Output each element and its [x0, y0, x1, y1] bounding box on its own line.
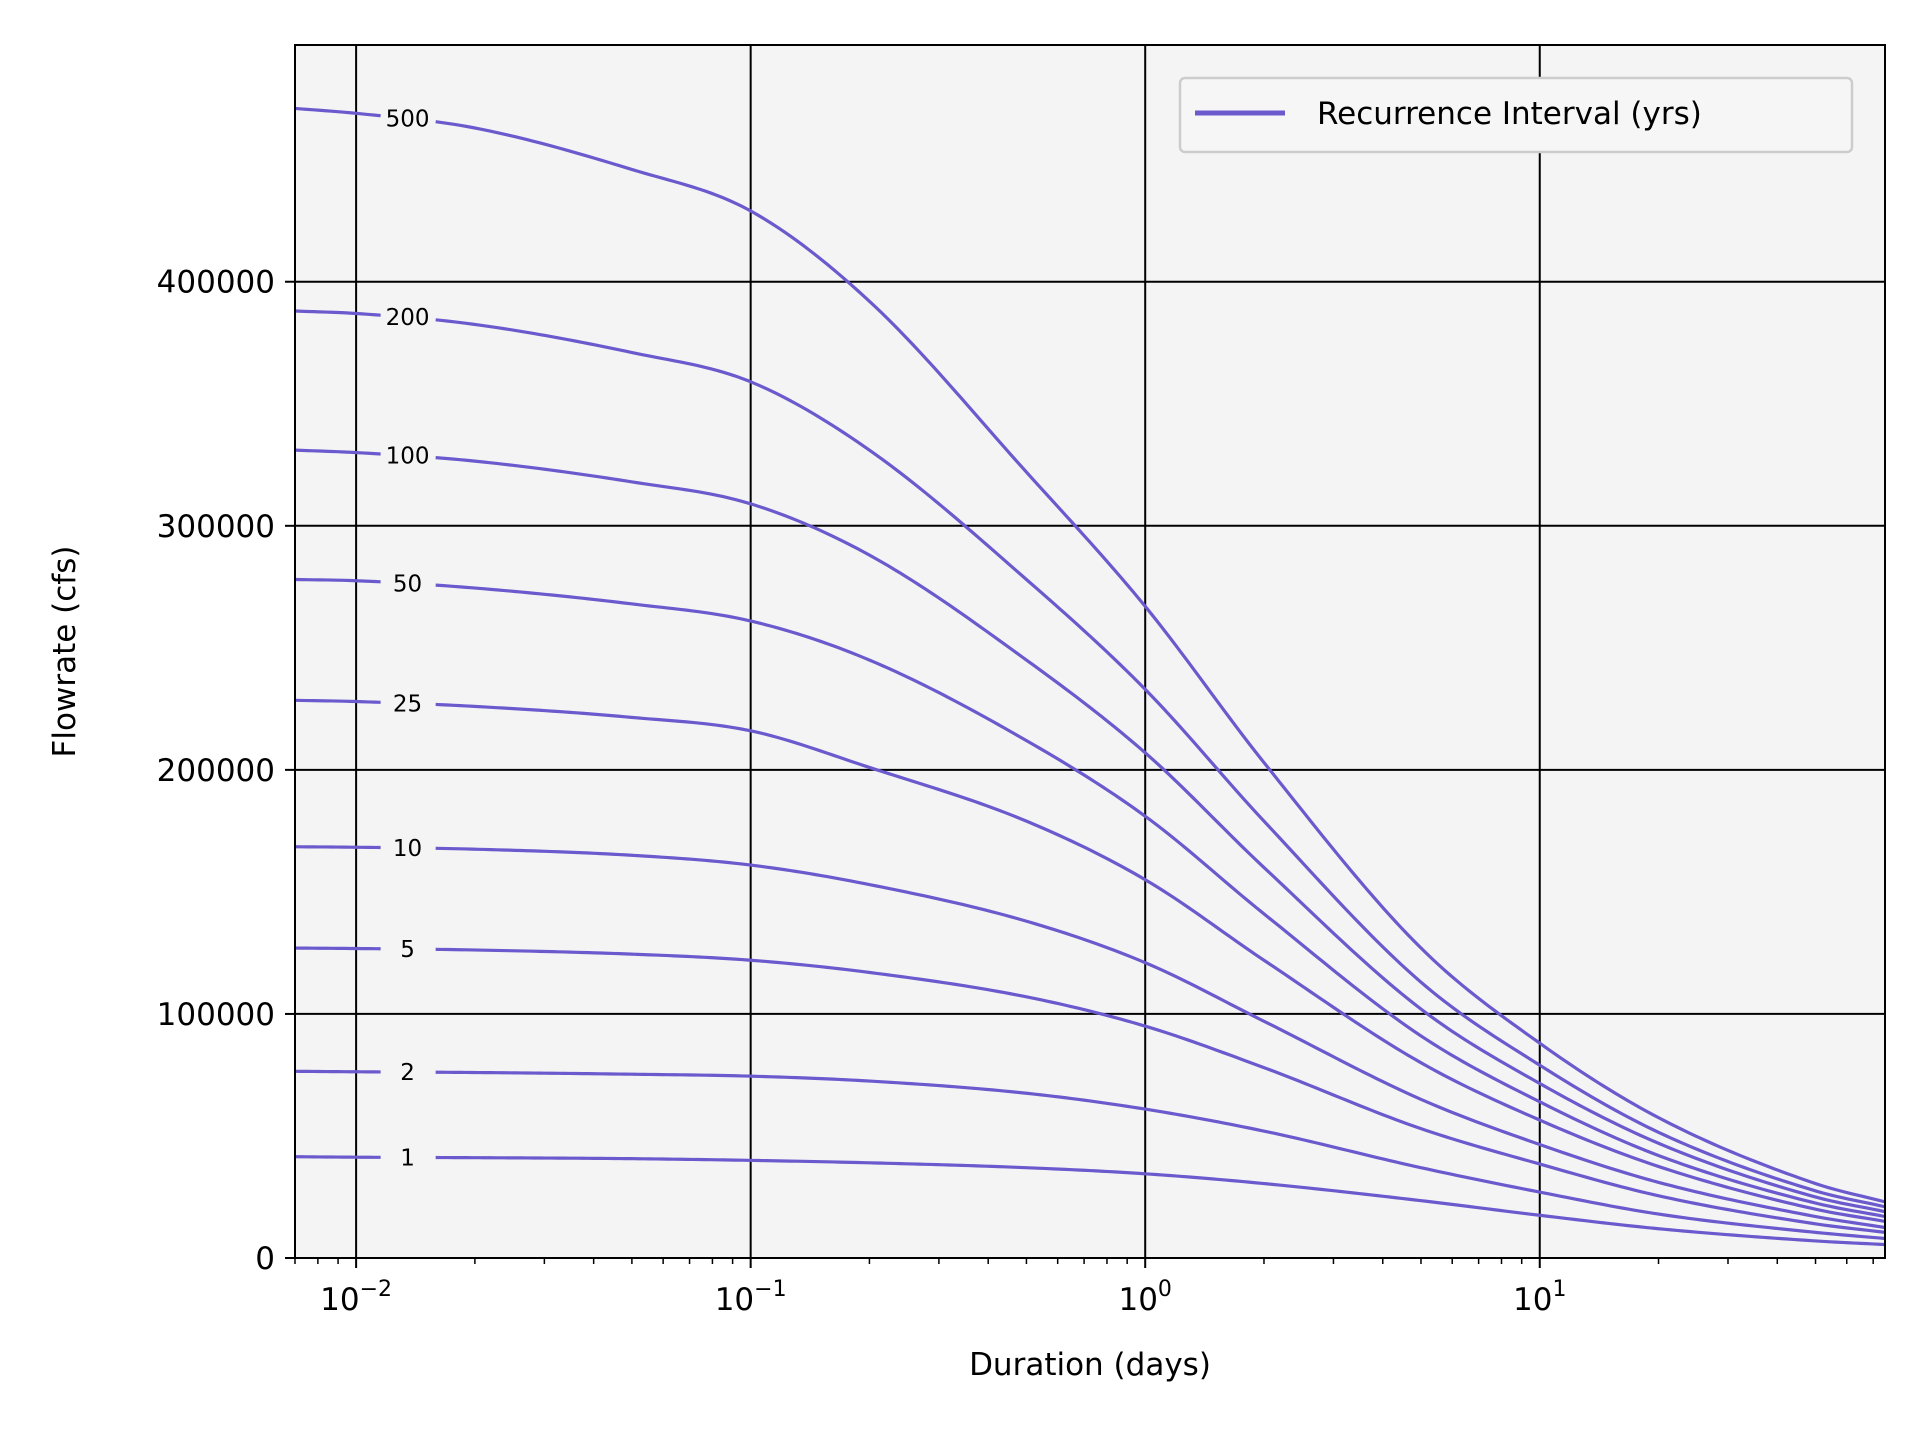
series-line-5: [294, 946, 381, 951]
series-label-1: 1: [400, 1145, 415, 1171]
plot-frame: [294, 44, 1886, 1259]
series-line-500: [435, 120, 1886, 1204]
grid-lines: [295, 45, 1885, 1258]
series-line-10: [435, 846, 1886, 1230]
series-line-100: [294, 448, 381, 456]
series-line-10: [294, 845, 381, 850]
x-tick-label-exponent: 1: [1552, 1277, 1566, 1302]
plot-area: [295, 45, 1885, 1258]
x-tick-label: 10−2: [320, 1277, 392, 1318]
series-line-500: [294, 106, 381, 118]
x-axis-ticks: 10−2 10−1 100 101: [294, 1258, 1874, 1318]
series-label-200: 200: [386, 305, 430, 331]
series-line-2: [435, 1070, 1886, 1241]
series-label-100: 100: [386, 444, 430, 470]
series-lines: [294, 106, 1886, 1247]
y-tick-label: 0: [255, 1241, 275, 1277]
series-line-50: [294, 577, 381, 584]
series-line-200: [435, 318, 1886, 1209]
series-line-100: [435, 456, 1886, 1214]
series-line-200: [294, 309, 381, 317]
x-axis-label: Duration (days): [969, 1347, 1211, 1383]
y-tick-label: 400000: [157, 265, 275, 301]
legend: Recurrence Interval (yrs): [1178, 76, 1854, 154]
series-label-25: 25: [393, 691, 422, 717]
x-tick-label-exponent: −2: [360, 1277, 392, 1302]
x-tick-label-exponent: 0: [1158, 1277, 1172, 1302]
series-label-5: 5: [400, 937, 415, 963]
series-line-25: [294, 698, 381, 704]
series-label-50: 50: [393, 571, 422, 597]
series-line-25: [435, 702, 1886, 1223]
legend-box: [1178, 76, 1854, 154]
series-label-2: 2: [400, 1060, 415, 1086]
y-tick-label: 300000: [157, 509, 275, 545]
series-line-2: [294, 1069, 381, 1074]
x-tick-label: 10−1: [715, 1277, 787, 1318]
x-tick-label-exponent: −1: [754, 1277, 786, 1302]
x-tick-label: 100: [1118, 1277, 1171, 1318]
legend-entry: Recurrence Interval (yrs): [1317, 96, 1702, 132]
series-line-1: [435, 1155, 1886, 1247]
series-line-50: [435, 583, 1886, 1219]
series-label-500: 500: [386, 106, 430, 132]
series-line-1: [294, 1155, 381, 1159]
series-line-5: [435, 947, 1886, 1234]
series-label-10: 10: [393, 836, 422, 862]
y-tick-label: 200000: [157, 753, 275, 789]
y-axis-ticks: 0 100000 200000 300000 400000: [157, 265, 295, 1277]
y-axis-label: Flowrate (cfs): [47, 546, 83, 758]
x-tick-label: 101: [1513, 1277, 1566, 1318]
y-tick-label: 100000: [157, 997, 275, 1033]
